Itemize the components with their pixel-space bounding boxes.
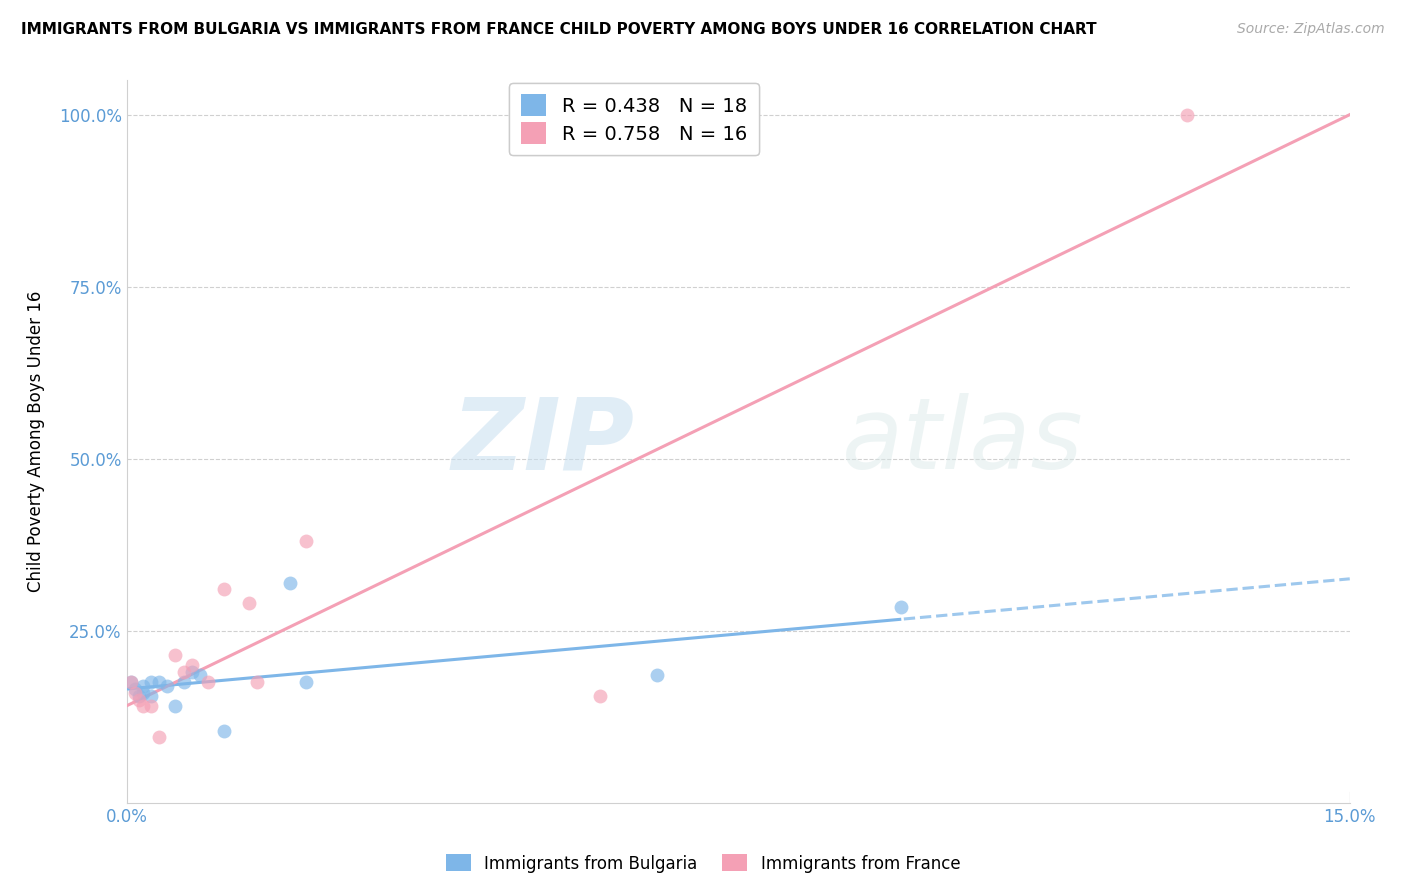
- Point: [165, 648, 187, 662]
- Legend: R = 0.438   N = 18, R = 0.758   N = 16: R = 0.438 N = 18, R = 0.758 N = 16: [509, 83, 759, 155]
- Point: [214, 723, 236, 738]
- Point: [120, 675, 142, 690]
- Point: [132, 699, 155, 714]
- Point: [128, 689, 150, 703]
- Point: [128, 692, 150, 706]
- Text: ZIP: ZIP: [451, 393, 634, 490]
- Legend: Immigrants from Bulgaria, Immigrants from France: Immigrants from Bulgaria, Immigrants fro…: [439, 847, 967, 880]
- Point: [120, 675, 142, 690]
- Text: Source: ZipAtlas.com: Source: ZipAtlas.com: [1237, 22, 1385, 37]
- Point: [295, 675, 318, 690]
- Point: [214, 582, 236, 597]
- Point: [645, 668, 668, 682]
- Point: [139, 689, 162, 703]
- Point: [180, 658, 202, 673]
- Point: [156, 679, 179, 693]
- Point: [139, 699, 162, 714]
- Point: [132, 686, 155, 700]
- Point: [173, 665, 195, 679]
- Point: [588, 689, 610, 703]
- Point: [132, 679, 155, 693]
- Point: [148, 675, 170, 690]
- Point: [295, 534, 318, 549]
- Point: [148, 731, 170, 745]
- Point: [197, 675, 219, 690]
- Point: [278, 575, 301, 590]
- Point: [124, 686, 146, 700]
- Text: IMMIGRANTS FROM BULGARIA VS IMMIGRANTS FROM FRANCE CHILD POVERTY AMONG BOYS UNDE: IMMIGRANTS FROM BULGARIA VS IMMIGRANTS F…: [21, 22, 1097, 37]
- Point: [165, 699, 187, 714]
- Point: [124, 682, 146, 697]
- Y-axis label: Child Poverty Among Boys Under 16: Child Poverty Among Boys Under 16: [27, 291, 45, 592]
- Point: [188, 668, 211, 682]
- Point: [238, 596, 260, 610]
- Point: [1175, 108, 1198, 122]
- Point: [246, 675, 269, 690]
- Point: [139, 675, 162, 690]
- Text: atlas: atlas: [842, 393, 1084, 490]
- Point: [890, 599, 912, 614]
- Point: [180, 665, 202, 679]
- Point: [173, 675, 195, 690]
